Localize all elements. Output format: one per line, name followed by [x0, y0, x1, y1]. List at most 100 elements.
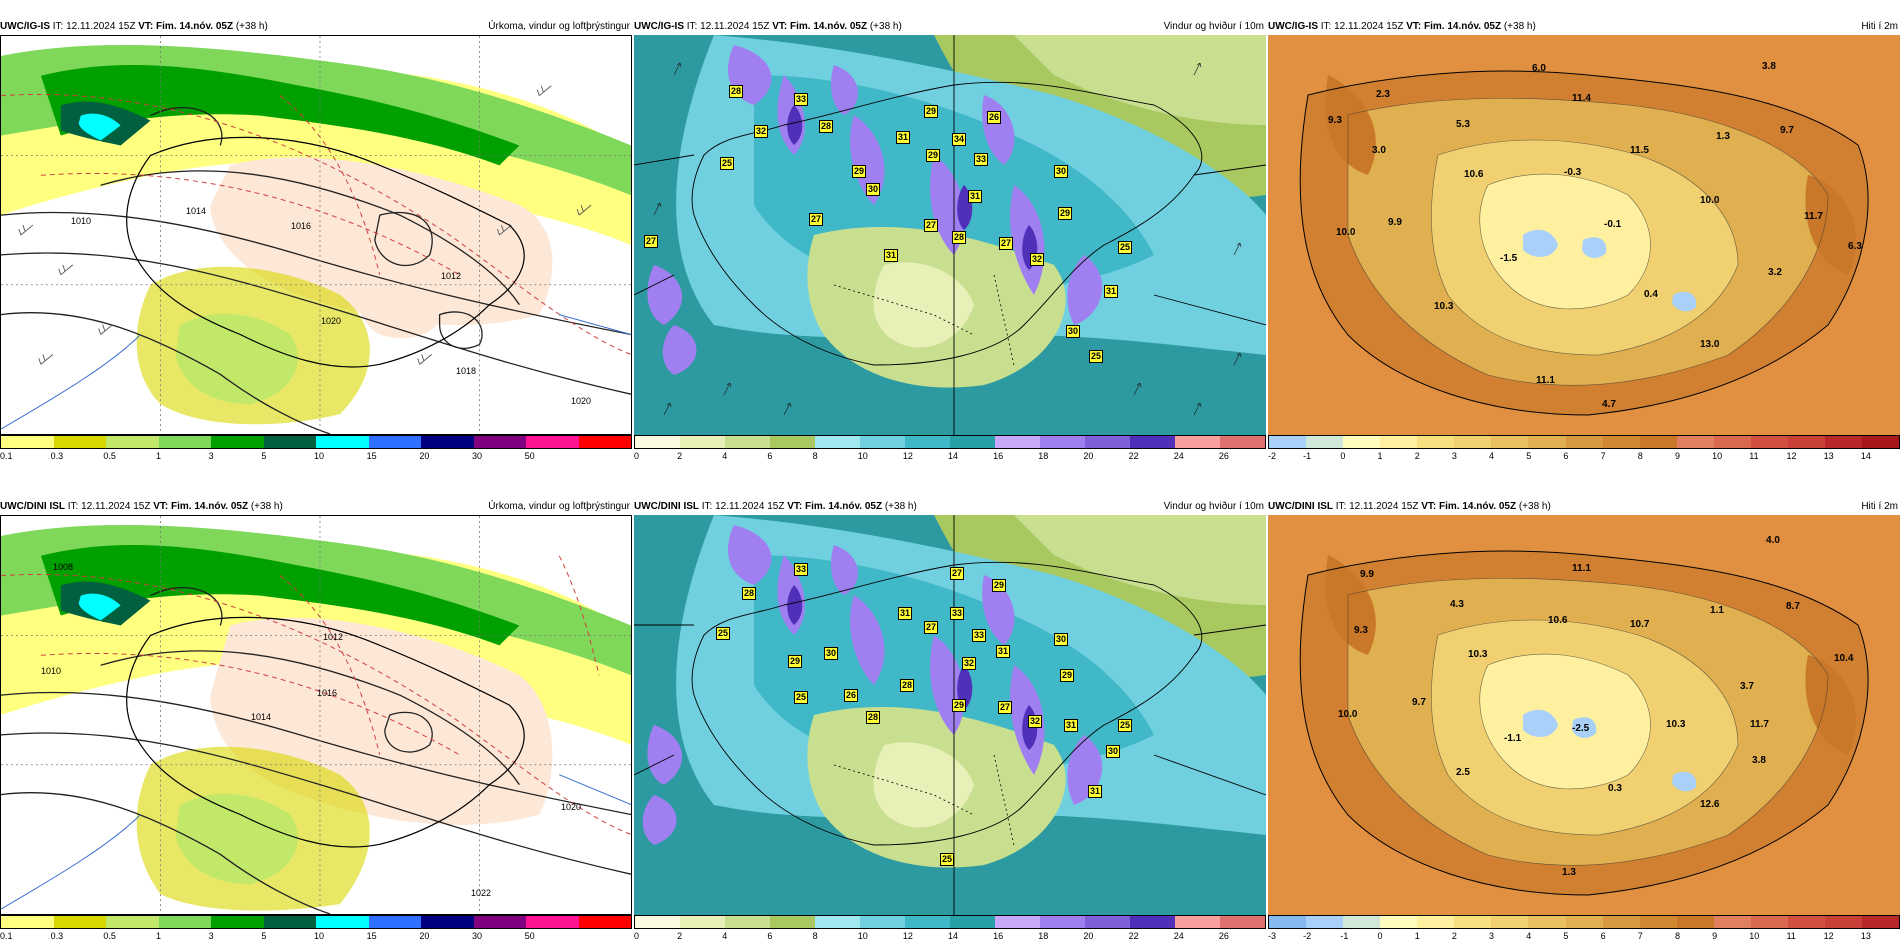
colorbar-swatch: [1862, 916, 1900, 928]
colorbar-tick-label: 8: [1674, 931, 1680, 941]
colorbar-swatch: [635, 436, 680, 448]
colorbar-tick-label: 26: [1218, 451, 1229, 461]
colorbar-ticks: 0 2 4 6 8 10 12 14 16 18 20 22 24 26: [634, 451, 1266, 463]
colorbar-tick-label: 12: [902, 451, 913, 461]
temp-label: 6.3: [1848, 241, 1862, 252]
colorbar-swatch: [211, 916, 264, 928]
colorbar-tick-label: 18: [1038, 931, 1049, 941]
colorbar-swatch: [995, 436, 1040, 448]
colorbar-swatch: [1417, 916, 1455, 928]
temp-label: 11.7: [1750, 719, 1769, 730]
temp-label: 5.3: [1456, 119, 1470, 130]
gust-label: 32: [754, 125, 769, 138]
temp-label: 0.3: [1608, 783, 1622, 794]
panel-temp-dini: UWC/DINI ISL IT: 12.11.2024 15Z VT: Fim.…: [1268, 499, 1900, 947]
colorbar-swatch: [1130, 436, 1175, 448]
gust-label: 28: [900, 679, 915, 692]
colorbar-tick-label: 10: [857, 931, 868, 941]
colorbar-tick-label: 1: [1414, 931, 1420, 941]
colorbar-swatch: [1343, 916, 1381, 928]
colorbar-tick-label: 5: [1563, 931, 1569, 941]
colorbar-swatch: [526, 436, 579, 448]
colorbar-swatch: [316, 436, 369, 448]
colorbar-swatch: [860, 436, 905, 448]
isobar-label: 1012: [441, 271, 462, 281]
colorbar-swatch: [1175, 436, 1220, 448]
colorbar-tick-label: 0: [1377, 931, 1383, 941]
colorbar-tick-label: 12: [1786, 451, 1797, 461]
temp-label: 9.3: [1328, 115, 1342, 126]
temp-label: 2.3: [1376, 89, 1390, 100]
isobar-label: 1018: [456, 366, 477, 376]
panel-header: UWC/IG-IS IT: 12.11.2024 15Z VT: Fim. 14…: [0, 19, 632, 35]
temp-label: -2.5: [1572, 723, 1590, 734]
colorbar-swatch: [1639, 436, 1677, 448]
colorbar-swatch: [1380, 916, 1418, 928]
temp-label: -1.1: [1504, 733, 1522, 744]
gust-label: 28: [742, 587, 757, 600]
temp-label: 11.5: [1630, 145, 1649, 156]
colorbar-swatch: [680, 916, 725, 928]
colorbar: [0, 435, 632, 449]
colorbar-swatch: [1713, 916, 1751, 928]
gust-label: 28: [819, 120, 834, 133]
panel-header: UWC/DINI ISL IT: 12.11.2024 15Z VT: Fim.…: [634, 499, 1266, 515]
gust-label: 29: [952, 699, 967, 712]
colorbar-swatch: [158, 436, 211, 448]
colorbar-tick-label: 26: [1218, 931, 1229, 941]
colorbar-tick-label: 10: [314, 451, 325, 461]
gust-label: 26: [844, 689, 859, 702]
colorbar-swatch: [263, 436, 316, 448]
temp-label: 1.3: [1562, 867, 1576, 878]
colorbar-swatch: [1824, 436, 1862, 448]
colorbar-swatch: [995, 916, 1040, 928]
colorbar-swatch: [368, 916, 421, 928]
colorbar-swatch: [526, 916, 579, 928]
colorbar-tick-label: 10: [314, 931, 325, 941]
colorbar-tick-label: 0.3: [50, 451, 64, 461]
isobar-label: 1016: [317, 688, 338, 698]
panel-title: Vindur og hviður í 10m: [1163, 21, 1264, 32]
gust-label: 32: [1030, 253, 1045, 266]
gust-label: 30: [1054, 165, 1069, 178]
colorbar-swatch: [1040, 436, 1085, 448]
colorbar-tick-label: 8: [812, 931, 818, 941]
colorbar-swatch: [725, 436, 770, 448]
gust-label: 33: [794, 93, 809, 106]
colorbar-swatch: [1862, 436, 1900, 448]
colorbar-ticks: -3 -2 -1 0 1 2 3 4 5 6 7 8 9 10 11 12 13: [1268, 931, 1900, 943]
temp-label: 10.6: [1548, 615, 1568, 626]
colorbar-swatch: [368, 436, 421, 448]
temp-label: 3.0: [1372, 145, 1386, 156]
gust-label: 29: [852, 165, 867, 178]
colorbar-swatch: [1528, 916, 1566, 928]
colorbar-swatch: [815, 436, 860, 448]
gust-label: 31: [896, 131, 911, 144]
isobar-label: 1012: [323, 632, 344, 642]
colorbar-tick-label: 10: [857, 451, 868, 461]
colorbar-tick-label: 14: [1860, 451, 1871, 461]
colorbar-ticks: 0 2 4 6 8 10 12 14 16 18 20 22 24 26: [634, 931, 1266, 943]
colorbar-tick-label: 30: [472, 451, 483, 461]
temp-label: 4.0: [1766, 535, 1780, 546]
gust-label: 25: [716, 627, 731, 640]
colorbar-swatch: [950, 436, 995, 448]
colorbar-tick-label: 4: [722, 931, 728, 941]
colorbar-swatch: [1676, 436, 1714, 448]
colorbar-tick-label: 2: [1414, 451, 1420, 461]
colorbar-tick-label: 6: [767, 931, 773, 941]
colorbar-tick-label: 20: [1083, 931, 1094, 941]
colorbar-tick-label: 5: [261, 931, 267, 941]
colorbar-tick-label: 18: [1038, 451, 1049, 461]
gust-label: 30: [866, 183, 881, 196]
panel-precip-ig: UWC/IG-IS IT: 12.11.2024 15Z VT: Fim. 14…: [0, 19, 632, 467]
colorbar: [634, 915, 1266, 929]
colorbar-tick-label: 3: [1489, 931, 1495, 941]
colorbar-ticks: 0.1 0.3 0.5 1 3 5 10 15 20 30 50: [0, 451, 632, 463]
temp-label: 9.9: [1360, 569, 1374, 580]
colorbar-tick-label: 12: [1823, 931, 1834, 941]
colorbar-tick-label: 15: [366, 451, 377, 461]
temp-label: -0.1: [1604, 219, 1622, 230]
colorbar-swatch: [815, 916, 860, 928]
isobar-label: 1016: [291, 221, 312, 231]
